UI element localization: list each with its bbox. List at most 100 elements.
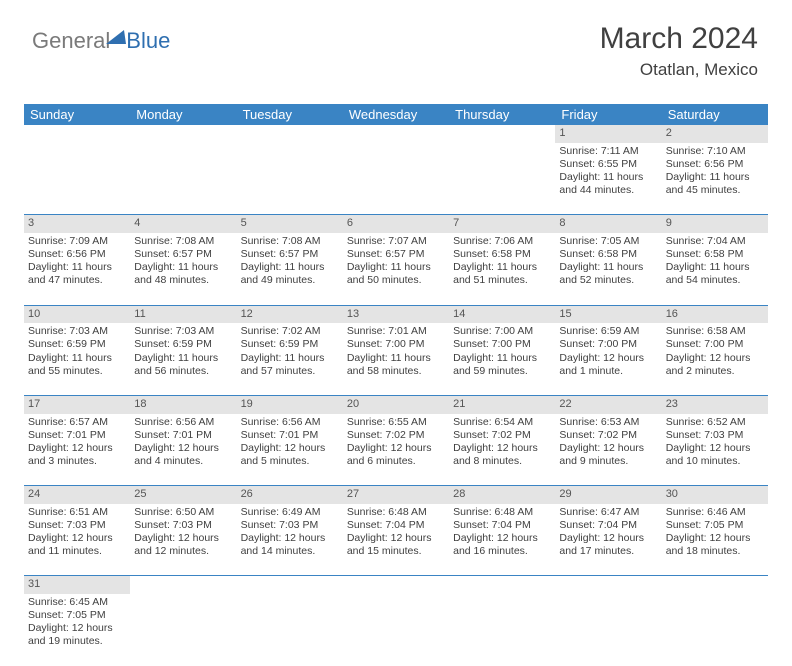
day-day2: and 55 minutes. xyxy=(28,365,126,378)
day-day2: and 3 minutes. xyxy=(28,455,126,468)
day-day1: Daylight: 12 hours xyxy=(347,442,445,455)
day-cell: Sunrise: 7:03 AMSunset: 6:59 PMDaylight:… xyxy=(24,323,130,395)
day-sunrise: Sunrise: 6:48 AM xyxy=(453,506,551,519)
day-day1: Daylight: 11 hours xyxy=(666,261,764,274)
day-cell: Sunrise: 7:00 AMSunset: 7:00 PMDaylight:… xyxy=(449,323,555,395)
day-day2: and 47 minutes. xyxy=(28,274,126,287)
day-day2: and 15 minutes. xyxy=(347,545,445,558)
weekday-header: Wednesday xyxy=(343,104,449,125)
day-day1: Daylight: 11 hours xyxy=(559,171,657,184)
day-day1: Daylight: 12 hours xyxy=(666,352,764,365)
day-sunset: Sunset: 7:02 PM xyxy=(559,429,657,442)
day-info-row: Sunrise: 6:45 AMSunset: 7:05 PMDaylight:… xyxy=(24,594,768,666)
day-sunrise: Sunrise: 6:56 AM xyxy=(134,416,232,429)
day-number: 30 xyxy=(662,486,768,504)
location: Otatlan, Mexico xyxy=(600,60,758,80)
day-day2: and 54 minutes. xyxy=(666,274,764,287)
day-sunrise: Sunrise: 7:07 AM xyxy=(347,235,445,248)
day-cell: Sunrise: 7:04 AMSunset: 6:58 PMDaylight:… xyxy=(662,233,768,305)
day-day1: Daylight: 11 hours xyxy=(241,261,339,274)
day-sunset: Sunset: 6:56 PM xyxy=(28,248,126,261)
day-day2: and 51 minutes. xyxy=(453,274,551,287)
day-day2: and 52 minutes. xyxy=(559,274,657,287)
day-sunset: Sunset: 7:00 PM xyxy=(453,338,551,351)
day-sunrise: Sunrise: 6:58 AM xyxy=(666,325,764,338)
day-day2: and 18 minutes. xyxy=(666,545,764,558)
day-sunset: Sunset: 7:05 PM xyxy=(28,609,126,622)
day-day2: and 5 minutes. xyxy=(241,455,339,468)
day-cell: Sunrise: 7:03 AMSunset: 6:59 PMDaylight:… xyxy=(130,323,236,395)
day-number: 20 xyxy=(343,395,449,413)
day-cell xyxy=(449,143,555,215)
day-cell: Sunrise: 7:09 AMSunset: 6:56 PMDaylight:… xyxy=(24,233,130,305)
day-day1: Daylight: 12 hours xyxy=(28,532,126,545)
day-sunset: Sunset: 6:59 PM xyxy=(134,338,232,351)
day-sunrise: Sunrise: 6:46 AM xyxy=(666,506,764,519)
day-sunrise: Sunrise: 6:45 AM xyxy=(28,596,126,609)
day-number: 24 xyxy=(24,486,130,504)
day-cell: Sunrise: 6:59 AMSunset: 7:00 PMDaylight:… xyxy=(555,323,661,395)
day-day2: and 8 minutes. xyxy=(453,455,551,468)
day-sunset: Sunset: 7:03 PM xyxy=(241,519,339,532)
day-day2: and 19 minutes. xyxy=(28,635,126,648)
day-cell: Sunrise: 7:10 AMSunset: 6:56 PMDaylight:… xyxy=(662,143,768,215)
weekday-header: Monday xyxy=(130,104,236,125)
day-number xyxy=(343,125,449,143)
day-day1: Daylight: 11 hours xyxy=(666,171,764,184)
day-number: 28 xyxy=(449,486,555,504)
day-info-row: Sunrise: 6:57 AMSunset: 7:01 PMDaylight:… xyxy=(24,414,768,486)
day-sunrise: Sunrise: 6:53 AM xyxy=(559,416,657,429)
calendar-table: Sunday Monday Tuesday Wednesday Thursday… xyxy=(24,104,768,666)
day-cell: Sunrise: 6:52 AMSunset: 7:03 PMDaylight:… xyxy=(662,414,768,486)
day-day1: Daylight: 11 hours xyxy=(453,261,551,274)
day-sunset: Sunset: 7:02 PM xyxy=(453,429,551,442)
day-number xyxy=(130,125,236,143)
day-number: 9 xyxy=(662,215,768,233)
day-sunrise: Sunrise: 6:56 AM xyxy=(241,416,339,429)
weekday-header: Tuesday xyxy=(237,104,343,125)
day-cell: Sunrise: 6:56 AMSunset: 7:01 PMDaylight:… xyxy=(130,414,236,486)
day-day2: and 59 minutes. xyxy=(453,365,551,378)
day-number: 5 xyxy=(237,215,343,233)
day-day2: and 6 minutes. xyxy=(347,455,445,468)
day-info-row: Sunrise: 7:09 AMSunset: 6:56 PMDaylight:… xyxy=(24,233,768,305)
day-number xyxy=(449,125,555,143)
day-sunrise: Sunrise: 6:48 AM xyxy=(347,506,445,519)
day-cell xyxy=(343,594,449,666)
day-sunrise: Sunrise: 7:01 AM xyxy=(347,325,445,338)
day-sunrise: Sunrise: 6:50 AM xyxy=(134,506,232,519)
day-cell: Sunrise: 6:46 AMSunset: 7:05 PMDaylight:… xyxy=(662,504,768,576)
day-day2: and 56 minutes. xyxy=(134,365,232,378)
day-day1: Daylight: 11 hours xyxy=(134,261,232,274)
day-day2: and 49 minutes. xyxy=(241,274,339,287)
day-number-row: 31 xyxy=(24,576,768,594)
day-day2: and 17 minutes. xyxy=(559,545,657,558)
day-sunrise: Sunrise: 7:11 AM xyxy=(559,145,657,158)
day-day2: and 9 minutes. xyxy=(559,455,657,468)
day-number xyxy=(449,576,555,594)
day-number: 19 xyxy=(237,395,343,413)
day-day1: Daylight: 12 hours xyxy=(666,442,764,455)
day-day2: and 58 minutes. xyxy=(347,365,445,378)
day-sunrise: Sunrise: 7:00 AM xyxy=(453,325,551,338)
day-cell: Sunrise: 7:05 AMSunset: 6:58 PMDaylight:… xyxy=(555,233,661,305)
day-sunset: Sunset: 7:01 PM xyxy=(241,429,339,442)
weekday-header: Thursday xyxy=(449,104,555,125)
day-day1: Daylight: 12 hours xyxy=(559,442,657,455)
day-day1: Daylight: 11 hours xyxy=(559,261,657,274)
day-sunset: Sunset: 7:04 PM xyxy=(453,519,551,532)
day-sunset: Sunset: 6:56 PM xyxy=(666,158,764,171)
day-day1: Daylight: 11 hours xyxy=(347,352,445,365)
day-cell xyxy=(237,143,343,215)
day-sunset: Sunset: 7:04 PM xyxy=(347,519,445,532)
day-sunset: Sunset: 6:58 PM xyxy=(559,248,657,261)
day-sunrise: Sunrise: 7:08 AM xyxy=(241,235,339,248)
day-day1: Daylight: 12 hours xyxy=(347,532,445,545)
day-day2: and 16 minutes. xyxy=(453,545,551,558)
day-sunrise: Sunrise: 6:54 AM xyxy=(453,416,551,429)
day-sunset: Sunset: 7:01 PM xyxy=(28,429,126,442)
day-sunrise: Sunrise: 6:57 AM xyxy=(28,416,126,429)
day-number: 4 xyxy=(130,215,236,233)
day-sunrise: Sunrise: 6:52 AM xyxy=(666,416,764,429)
day-day2: and 4 minutes. xyxy=(134,455,232,468)
